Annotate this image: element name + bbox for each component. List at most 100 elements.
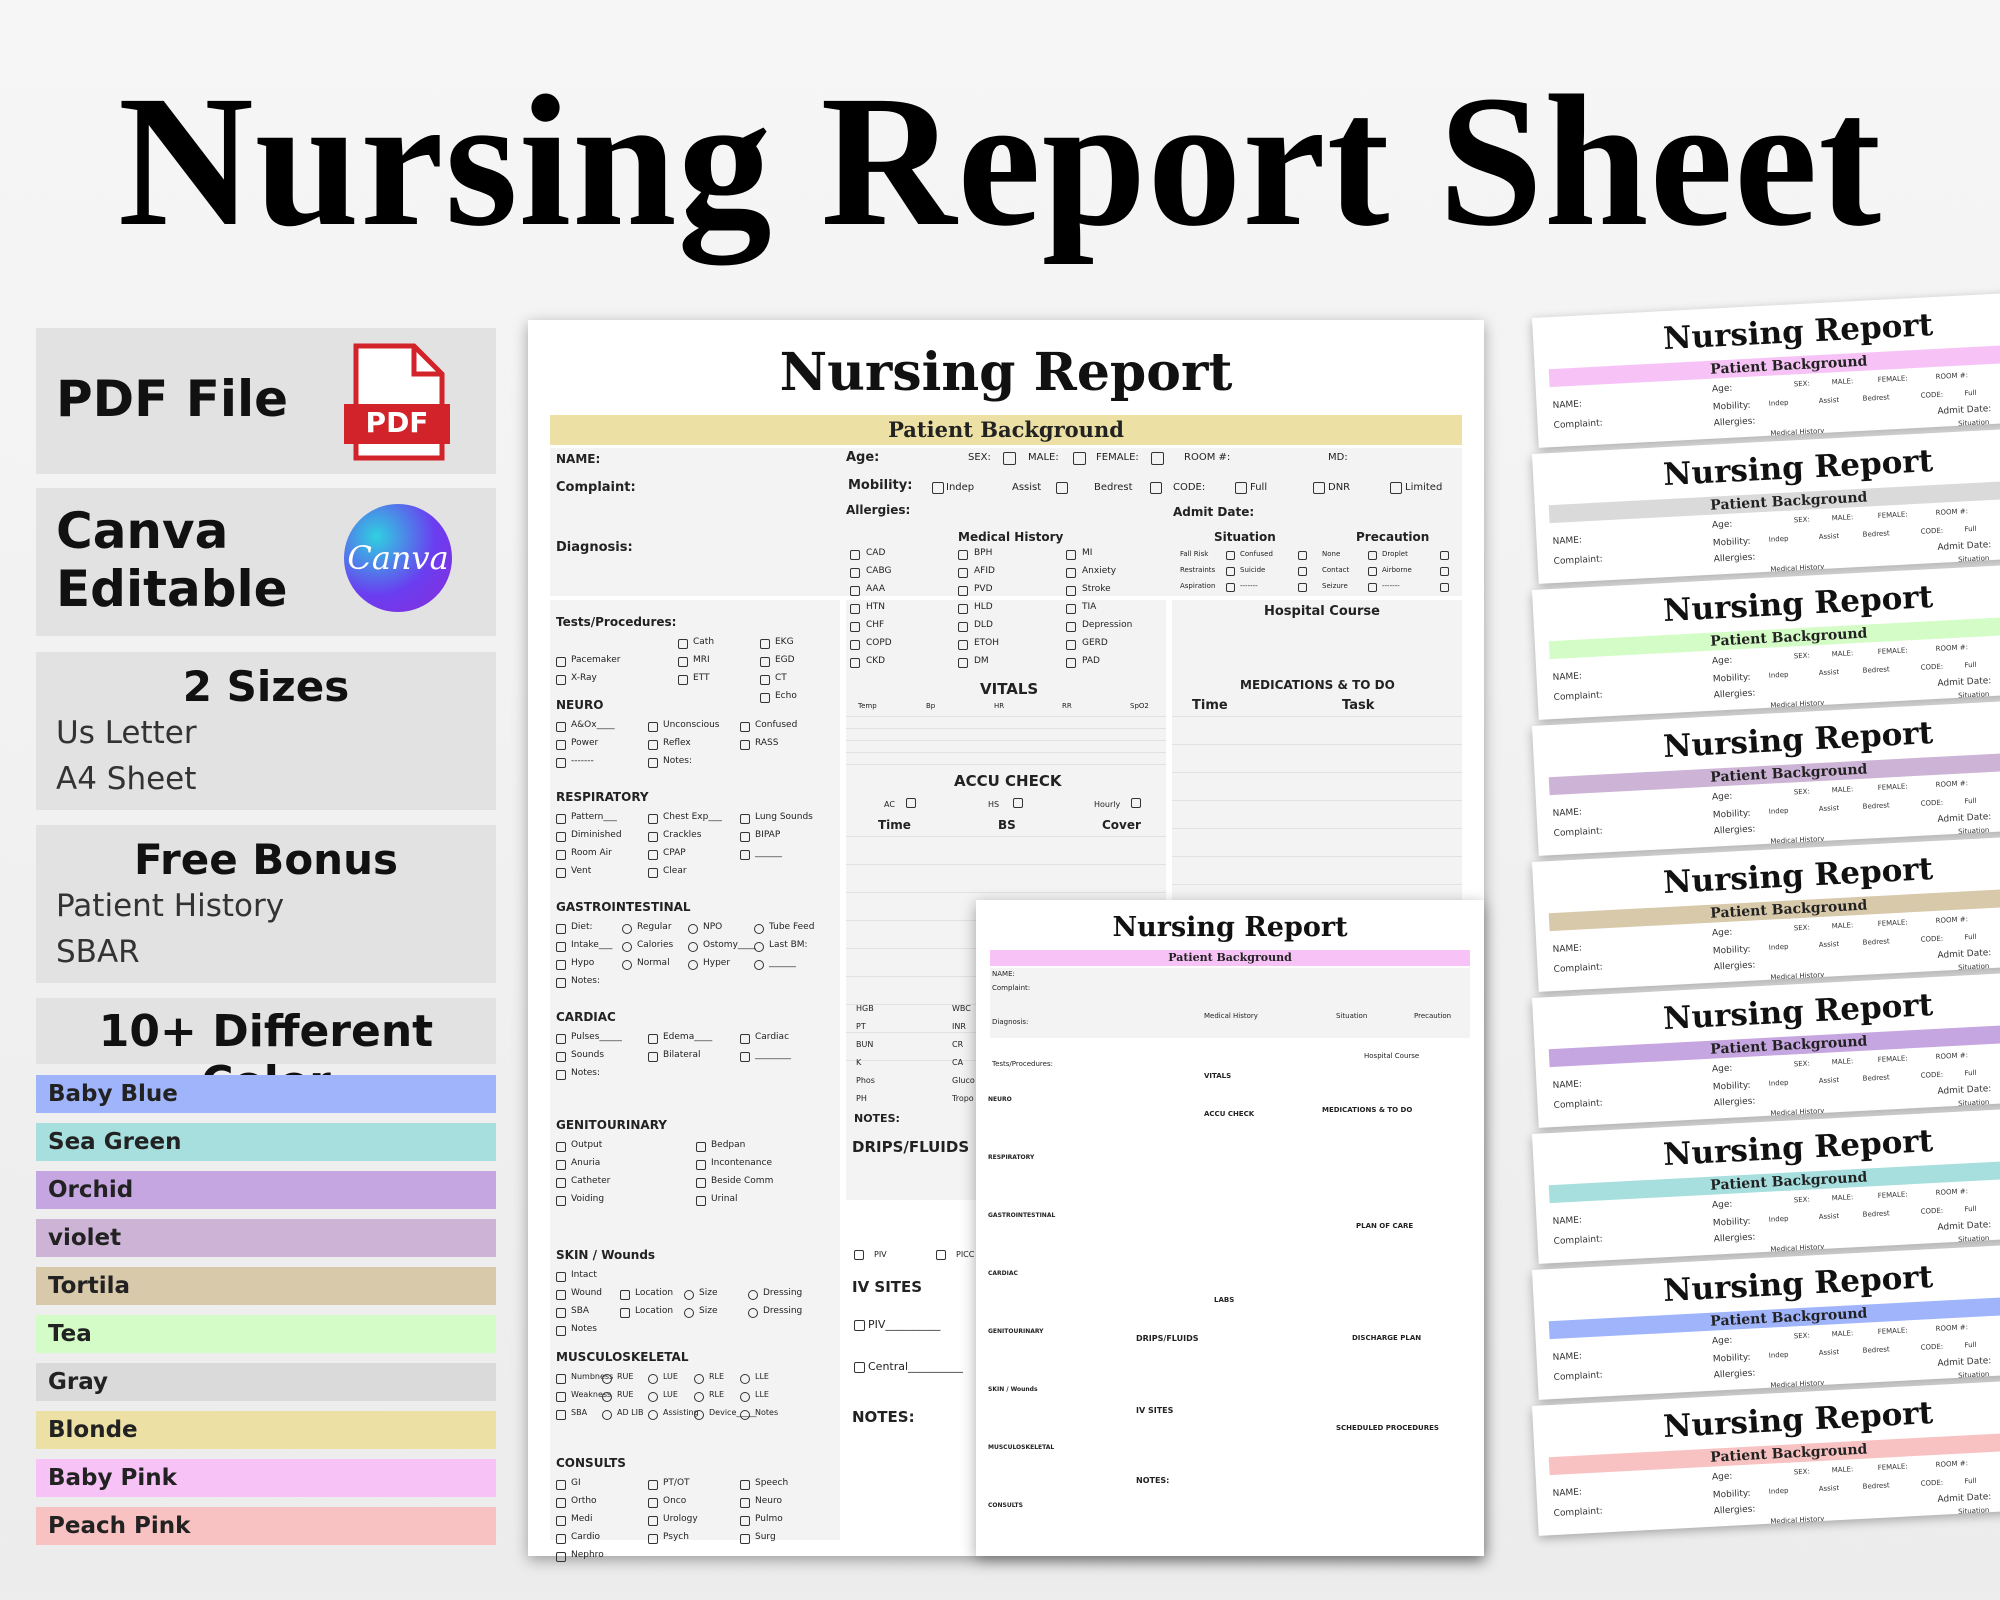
medhist-checkbox[interactable] [850, 568, 860, 578]
tests-checkbox[interactable] [556, 657, 566, 667]
medhist-checkbox[interactable] [1066, 640, 1076, 650]
neuro-checkbox[interactable] [740, 722, 750, 732]
msk-checkbox[interactable] [648, 1374, 658, 1384]
precaution-checkbox2[interactable] [1440, 567, 1449, 576]
msk-checkbox[interactable] [740, 1410, 750, 1420]
precaution-checkbox2[interactable] [1440, 583, 1449, 592]
gi-checkbox[interactable] [556, 960, 566, 970]
skin-checkbox[interactable] [684, 1290, 694, 1300]
skin-checkbox[interactable] [556, 1326, 566, 1336]
consults-checkbox[interactable] [556, 1552, 566, 1562]
female-checkbox[interactable] [1151, 452, 1164, 465]
skin-checkbox[interactable] [748, 1308, 758, 1318]
msk-checkbox[interactable] [694, 1410, 704, 1420]
consults-checkbox[interactable] [556, 1480, 566, 1490]
gi-checkbox[interactable] [556, 942, 566, 952]
cardiac-checkbox[interactable] [556, 1052, 566, 1062]
tests-checkbox[interactable] [678, 657, 688, 667]
gi-checkbox[interactable] [688, 960, 698, 970]
cardiac-checkbox[interactable] [556, 1070, 566, 1080]
msk-checkbox[interactable] [602, 1392, 612, 1402]
medhist-checkbox[interactable] [1066, 604, 1076, 614]
skin-checkbox[interactable] [556, 1308, 566, 1318]
resp-checkbox[interactable] [556, 814, 566, 824]
precaution-checkbox[interactable] [1368, 551, 1377, 560]
cardiac-checkbox[interactable] [740, 1034, 750, 1044]
medhist-checkbox[interactable] [1066, 586, 1076, 596]
neuro-checkbox[interactable] [740, 740, 750, 750]
resp-checkbox[interactable] [648, 832, 658, 842]
skin-checkbox[interactable] [620, 1308, 630, 1318]
tests-checkbox[interactable] [678, 675, 688, 685]
msk-checkbox[interactable] [740, 1374, 750, 1384]
situation-checkbox2[interactable] [1298, 551, 1307, 560]
medhist-checkbox[interactable] [850, 586, 860, 596]
gu-checkbox[interactable] [556, 1160, 566, 1170]
medhist-checkbox[interactable] [850, 550, 860, 560]
full-checkbox[interactable] [1235, 482, 1247, 494]
msk-checkbox[interactable] [602, 1410, 612, 1420]
tests-checkbox[interactable] [678, 639, 688, 649]
medhist-checkbox[interactable] [1066, 622, 1076, 632]
resp-checkbox[interactable] [740, 814, 750, 824]
msk-checkbox[interactable] [556, 1374, 566, 1384]
resp-checkbox[interactable] [648, 868, 658, 878]
neuro-checkbox[interactable] [556, 740, 566, 750]
consults-checkbox[interactable] [740, 1498, 750, 1508]
gi-checkbox[interactable] [622, 942, 632, 952]
cardiac-checkbox[interactable] [740, 1052, 750, 1062]
msk-checkbox[interactable] [556, 1392, 566, 1402]
neuro-checkbox[interactable] [556, 758, 566, 768]
situation-checkbox[interactable] [1226, 583, 1235, 592]
accu-hs-checkbox[interactable] [1013, 798, 1023, 808]
medhist-checkbox[interactable] [1066, 568, 1076, 578]
tests-checkbox[interactable] [760, 693, 770, 703]
accu-ac-checkbox[interactable] [906, 798, 916, 808]
resp-checkbox[interactable] [648, 814, 658, 824]
situation-checkbox[interactable] [1226, 567, 1235, 576]
piv-checkbox[interactable] [854, 1250, 864, 1260]
gi-checkbox[interactable] [754, 960, 764, 970]
neuro-checkbox[interactable] [556, 722, 566, 732]
medhist-checkbox[interactable] [958, 604, 968, 614]
skin-checkbox[interactable] [620, 1290, 630, 1300]
msk-checkbox[interactable] [556, 1410, 566, 1420]
resp-checkbox[interactable] [556, 868, 566, 878]
gi-checkbox[interactable] [754, 924, 764, 934]
precaution-checkbox[interactable] [1368, 567, 1377, 576]
resp-checkbox[interactable] [740, 832, 750, 842]
piv-site-checkbox[interactable] [854, 1320, 865, 1331]
neuro-checkbox[interactable] [648, 740, 658, 750]
consults-checkbox[interactable] [648, 1480, 658, 1490]
consults-checkbox[interactable] [740, 1516, 750, 1526]
medhist-checkbox[interactable] [958, 550, 968, 560]
assist-checkbox[interactable] [1056, 482, 1068, 494]
consults-checkbox[interactable] [740, 1534, 750, 1544]
tests-checkbox[interactable] [760, 675, 770, 685]
gi-checkbox[interactable] [622, 924, 632, 934]
accu-hourly-checkbox[interactable] [1131, 798, 1141, 808]
gu-checkbox[interactable] [696, 1142, 706, 1152]
resp-checkbox[interactable] [556, 832, 566, 842]
skin-checkbox[interactable] [556, 1272, 566, 1282]
gi-checkbox[interactable] [556, 978, 566, 988]
gu-checkbox[interactable] [696, 1196, 706, 1206]
sex-checkbox[interactable] [1003, 452, 1016, 465]
skin-checkbox[interactable] [748, 1290, 758, 1300]
msk-checkbox[interactable] [740, 1392, 750, 1402]
tests-checkbox[interactable] [556, 675, 566, 685]
medhist-checkbox[interactable] [958, 568, 968, 578]
medhist-checkbox[interactable] [850, 604, 860, 614]
gu-checkbox[interactable] [696, 1178, 706, 1188]
medhist-checkbox[interactable] [958, 640, 968, 650]
medhist-checkbox[interactable] [850, 658, 860, 668]
precaution-checkbox[interactable] [1368, 583, 1377, 592]
consults-checkbox[interactable] [556, 1498, 566, 1508]
medhist-checkbox[interactable] [1066, 550, 1076, 560]
resp-checkbox[interactable] [648, 850, 658, 860]
male-checkbox[interactable] [1073, 452, 1086, 465]
consults-checkbox[interactable] [556, 1516, 566, 1526]
gi-checkbox[interactable] [754, 942, 764, 952]
msk-checkbox[interactable] [694, 1392, 704, 1402]
gu-checkbox[interactable] [556, 1142, 566, 1152]
